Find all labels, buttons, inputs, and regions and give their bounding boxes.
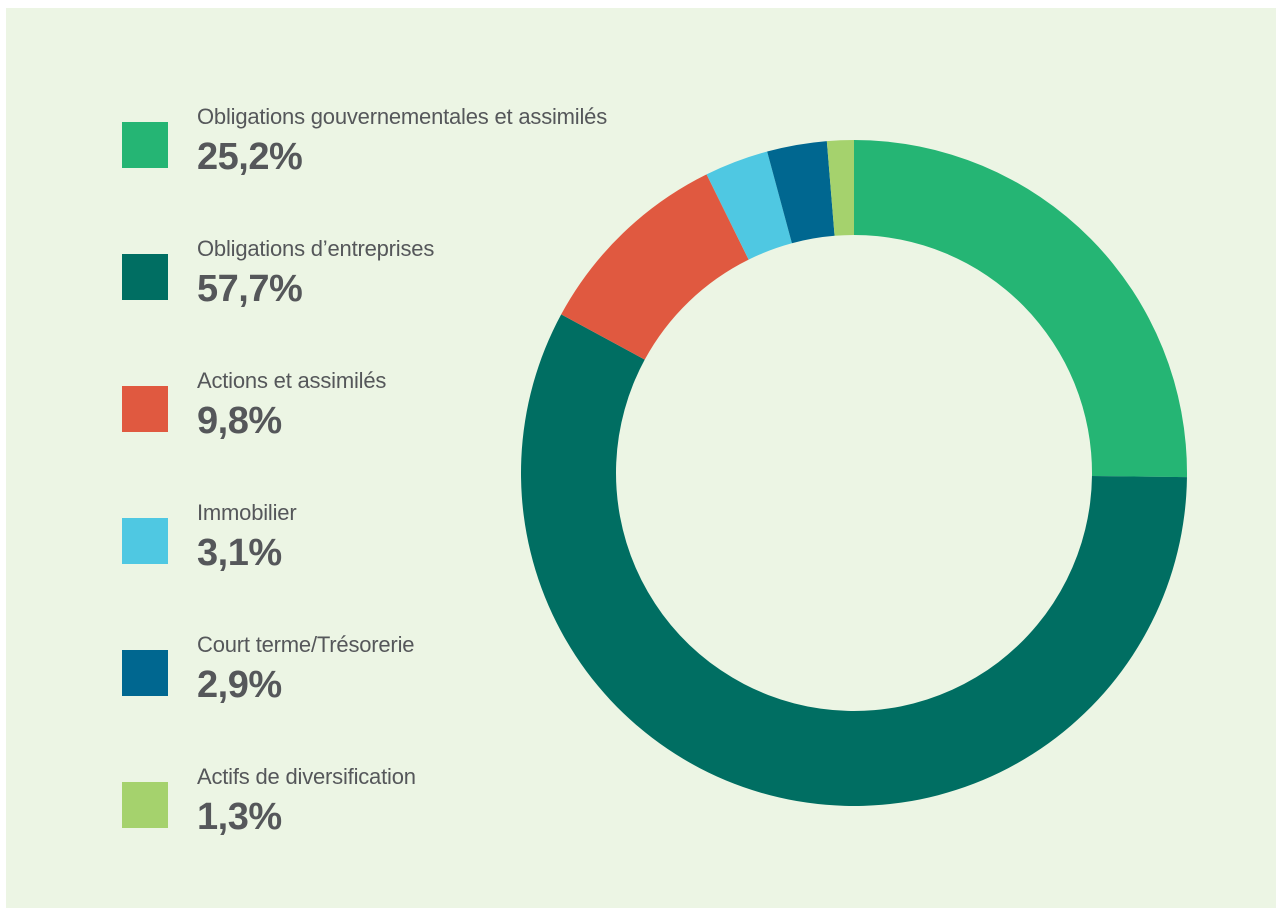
legend-swatch (122, 782, 168, 828)
legend-label: Actifs de diversification (197, 764, 416, 789)
legend-swatch (122, 650, 168, 696)
legend-value: 3,1% (197, 532, 282, 574)
legend-swatch (122, 386, 168, 432)
legend-item-court-terme: Court terme/Trésorerie 2,9% (122, 628, 562, 760)
legend: Obligations gouvernementales et assimilé… (122, 100, 607, 892)
donut-slices (521, 140, 1187, 806)
legend-label: Obligations gouvernementales et assimilé… (197, 104, 608, 129)
legend-value: 9,8% (197, 400, 282, 442)
legend-label: Obligations d’entreprises (197, 236, 435, 261)
legend-item-actifs-diversification: Actifs de diversification 1,3% (122, 760, 562, 892)
donut-slice-court-terme (767, 141, 835, 244)
chart-panel (6, 8, 1276, 908)
legend-item-immobilier: Immobilier 3,1% (122, 496, 562, 628)
legend-item-actions: Actions et assimilés 9,8% (122, 364, 562, 496)
legend-swatch (122, 254, 168, 300)
legend-value: 25,2% (197, 136, 303, 178)
legend-swatch (122, 122, 168, 168)
donut-chart (521, 140, 1187, 806)
donut-slice-immobilier (706, 151, 792, 260)
legend-label: Court terme/Trésorerie (197, 632, 415, 657)
legend-value: 57,7% (197, 268, 303, 310)
donut-slice-obligations-entreprises (521, 314, 1187, 806)
donut-slice-obligations-gouvernementales (854, 140, 1187, 478)
legend-label: Immobilier (197, 500, 297, 525)
legend-item-obligations-gouvernementales: Obligations gouvernementales et assimilé… (122, 100, 607, 232)
legend-label: Actions et assimilés (197, 368, 387, 393)
legend-value: 2,9% (197, 664, 282, 706)
legend-value: 1,3% (197, 796, 282, 838)
donut-slice-actions (561, 174, 749, 360)
legend-swatch (122, 518, 168, 564)
donut-slice-actifs-diversification (826, 140, 854, 236)
legend-item-obligations-entreprises: Obligations d’entreprises 57,7% (122, 232, 562, 364)
